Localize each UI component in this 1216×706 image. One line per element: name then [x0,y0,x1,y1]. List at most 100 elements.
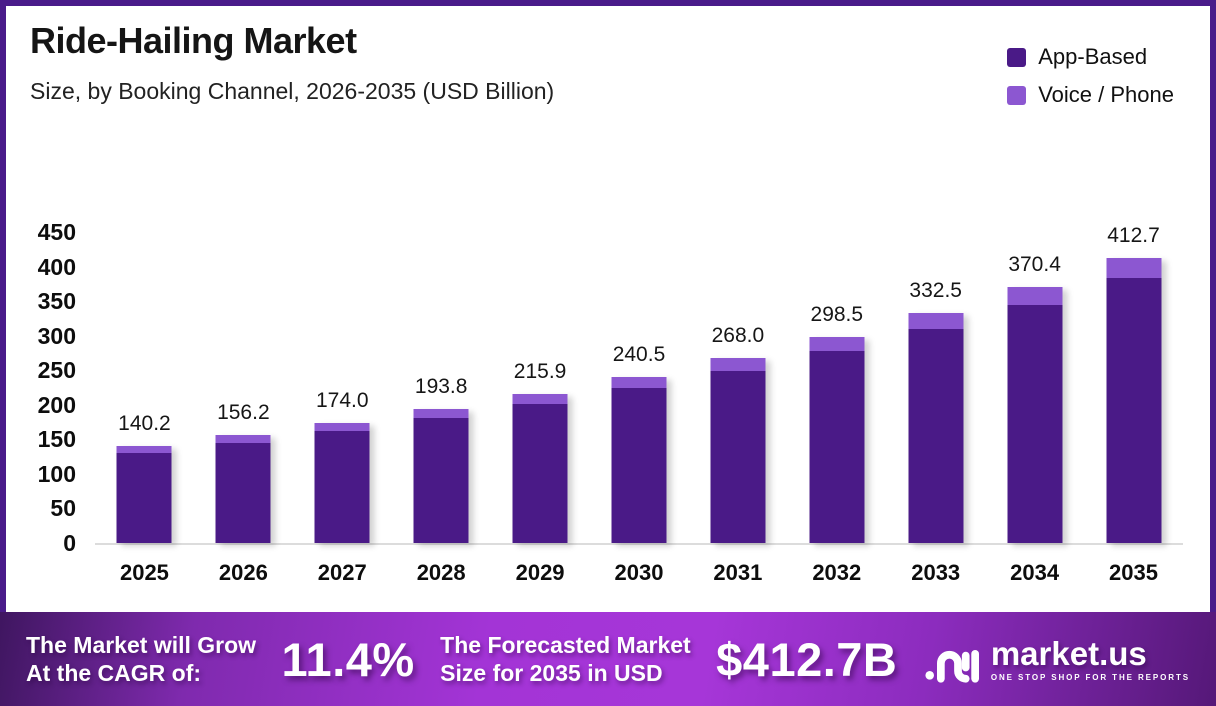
bar-segment-voice-phone [512,393,568,405]
x-tick-label: 2030 [614,560,664,585]
stacked-bar [314,422,370,543]
stacked-bar [809,336,865,543]
y-tick-label: 450 [37,219,76,245]
bar-segment-voice-phone [413,409,469,419]
footer-banner: The Market will Grow At the CAGR of: 11.… [0,612,1216,706]
y-tick-label: 400 [37,253,76,280]
stacked-bar [116,446,172,543]
x-tick-label: 2025 [119,560,169,585]
page-subtitle: Size, by Booking Channel, 2026-2035 (USD… [30,78,555,104]
y-tick-label: 300 [37,322,76,349]
brand-logo: market.us ONE STOP SHOP FOR THE REPORTS [923,635,1190,683]
y-tick-label: 250 [37,357,76,384]
legend-label: App-Based [1038,44,1148,69]
x-tick-label: 2029 [515,560,565,585]
bar-segment-app-based [710,370,766,543]
x-axis-line [95,543,1183,545]
bar-value-label: 370.4 [1008,253,1061,277]
bar-segment-voice-phone [710,357,766,371]
stacked-bar [908,313,964,543]
bar-value-label: 193.8 [414,375,468,399]
legend-item: Voice / Phone [1007,82,1174,108]
cagr-value: 11.4% [281,632,415,686]
bar-segment-app-based [512,404,568,543]
y-tick-label: 0 [63,530,76,556]
bar-value-label: 412.7 [1107,223,1160,247]
bar-segment-voice-phone [809,336,865,352]
bar-column: 140.2 [95,232,194,543]
y-tick-label: 350 [37,288,76,315]
cagr-label-line1: The Market will Grow [26,631,257,658]
bar-column: 268.0 [688,232,787,543]
bar-column: 215.9 [491,232,590,543]
y-tick-label: 150 [37,426,76,453]
bar-segment-voice-phone [215,435,271,443]
stacked-bar [413,409,469,543]
bar-segment-app-based [215,442,271,543]
bar-segment-app-based [116,452,172,543]
x-tick-label: 2031 [713,560,763,585]
forecast-value: $412.7B [716,632,898,686]
bar-segment-voice-phone [314,422,370,432]
bar-segment-voice-phone [908,313,964,330]
bar-segment-voice-phone [116,446,172,453]
bar-column: 156.2 [194,232,293,543]
bar-column: 240.5 [590,232,689,543]
forecast-label-line2: Size for 2035 in USD [440,660,663,686]
legend-swatch-icon [1007,47,1027,67]
legend-label: Voice / Phone [1038,82,1174,107]
bar-segment-app-based [1106,277,1162,543]
x-axis: 2025 2026 2027 2028 2029 2030 2031 2032 2033 2034… [95,560,1183,586]
x-tick-label: 2034 [1010,560,1060,585]
stacked-bar [611,376,667,543]
bar-segment-app-based [809,351,865,543]
chart-legend: App-Based Voice / Phone [1007,44,1174,108]
bar-column: 193.8 [392,232,491,543]
stacked-bar [1007,287,1063,543]
cagr-label-line2: At the CAGR of: [26,660,202,686]
bar-column: 174.0 [293,232,392,543]
bar-segment-app-based [1007,304,1063,543]
marketus-logo-icon [925,650,979,683]
brand-tagline: ONE STOP SHOP FOR THE REPORTS [990,672,1190,682]
stacked-bar [710,357,766,543]
y-tick-label: 100 [37,460,76,487]
chart-header: Ride-Hailing Market Size, by Booking Cha… [30,20,554,105]
bar-value-label: 174.0 [315,388,369,412]
x-tick-label: 2027 [317,560,367,585]
bar-column: 370.4 [985,232,1084,543]
bar-column: 332.5 [886,232,985,543]
cagr-label: The Market will Grow At the CAGR of: [26,631,256,687]
y-axis: 0 50 100 150 200 250 300 350 400 450 [14,0,76,600]
y-tick-label: 200 [37,391,76,418]
brand-name: market.us [990,634,1147,672]
x-tick-label: 2035 [1109,560,1158,585]
forecast-label-line1: The Forecasted Market [440,631,691,658]
bar-segment-app-based [908,329,964,543]
legend-swatch-icon [1007,85,1027,105]
bar-column: 298.5 [787,232,886,543]
brand-text: market.us ONE STOP SHOP FOR THE REPORTS [991,637,1190,682]
x-tick-label: 2028 [416,560,466,585]
stacked-bar [1106,257,1162,543]
bar-value-label: 332.5 [909,279,962,303]
bar-segment-app-based [413,418,469,543]
bar-value-label: 140.2 [118,412,171,436]
bar-segment-app-based [611,388,667,543]
bar-value-label: 268.0 [711,323,765,347]
bar-value-label: 240.5 [612,342,666,366]
x-tick-label: 2032 [812,560,862,585]
x-tick-label: 2033 [911,560,961,585]
bar-value-label: 156.2 [217,401,270,425]
bar-value-label: 298.5 [810,302,864,326]
bar-segment-voice-phone [1106,257,1162,278]
plot-area: 140.2 156.2 174.0 193.8 215.9 240.5 268.0 298.5… [95,224,1183,543]
legend-item: App-Based [1007,44,1174,70]
y-tick-label: 50 [50,495,76,522]
bar-segment-app-based [314,431,370,543]
stacked-bar [512,393,568,543]
bar-column: 412.7 [1084,224,1183,543]
stacked-bar [215,435,271,543]
forecast-label: The Forecasted Market Size for 2035 in U… [440,631,691,687]
page-title: Ride-Hailing Market [30,20,357,61]
